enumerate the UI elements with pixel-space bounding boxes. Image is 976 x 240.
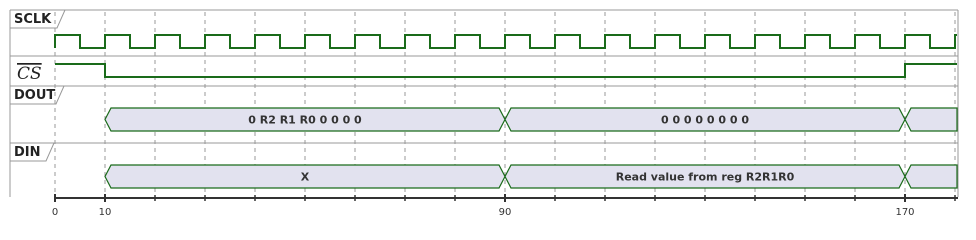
tick-label: 170	[895, 207, 914, 218]
label-tab	[10, 9, 66, 29]
tick-label: 90	[499, 207, 512, 218]
cs-wave	[55, 63, 957, 78]
label-tab	[10, 142, 55, 162]
segment-label: 0 0 0 0 0 0 0 0	[661, 114, 749, 127]
bus-segment	[904, 107, 958, 132]
signal-label: SCLK	[14, 12, 52, 27]
tick-label: 10	[99, 207, 112, 218]
signal-label: CS	[17, 64, 42, 84]
clock-wave	[54, 34, 957, 49]
bus-segment	[904, 164, 958, 189]
timing-diagram: SCLK CS DOUT DIN 0 10 90 170 0 R2 R1 R0 0 0 …	[9, 9, 959, 218]
signal-label: DOUT	[14, 88, 55, 103]
segment-label: 0 R2 R1 R0 0 0 0 0	[248, 114, 362, 127]
segment-label: X	[301, 171, 310, 184]
tick-label: 0	[52, 207, 58, 218]
segment-label: Read value from reg R2R1R0	[616, 171, 795, 184]
signal-label: DIN	[14, 145, 41, 160]
label-tab	[10, 85, 65, 105]
